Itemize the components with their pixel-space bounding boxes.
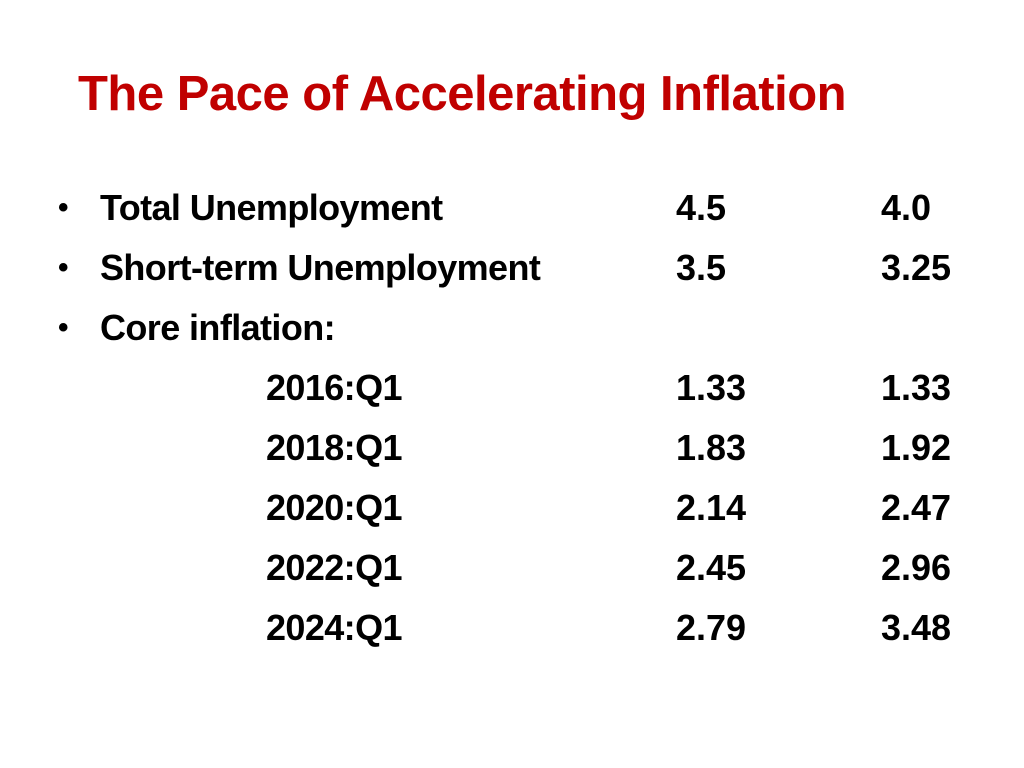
- period-label: 2016:Q1: [266, 367, 403, 408]
- bullet-icon: •: [58, 191, 69, 224]
- slide-title: The Pace of Accelerating Inflation: [78, 67, 847, 121]
- value-column-1: 2.79: [676, 607, 747, 648]
- period-label: 2024:Q1: [266, 607, 403, 648]
- core-inflation-row-2016q1: 2016:Q1 1.33 1.33: [0, 358, 1024, 418]
- row-label: Core inflation:: [100, 307, 336, 348]
- value-column-2: 2.96: [881, 547, 952, 588]
- value-column-1: 4.5: [676, 187, 727, 228]
- value-column-2: 3.48: [881, 607, 952, 648]
- value-column-2: 3.25: [881, 247, 952, 288]
- value-column-1: 1.33: [676, 367, 747, 408]
- list-item-core-inflation: • Core inflation:: [0, 298, 1024, 358]
- value-column-1: 3.5: [676, 247, 727, 288]
- core-inflation-row-2020q1: 2020:Q1 2.14 2.47: [0, 478, 1024, 538]
- row-label: Total Unemployment: [100, 187, 443, 228]
- period-label: 2022:Q1: [266, 547, 403, 588]
- period-label: 2018:Q1: [266, 427, 403, 468]
- value-column-2: 4.0: [881, 187, 932, 228]
- core-inflation-row-2022q1: 2022:Q1 2.45 2.96: [0, 538, 1024, 598]
- value-column-1: 2.14: [676, 487, 747, 528]
- core-inflation-row-2024q1: 2024:Q1 2.79 3.48: [0, 598, 1024, 658]
- value-column-1: 2.45: [676, 547, 747, 588]
- value-column-1: 1.83: [676, 427, 747, 468]
- core-inflation-row-2018q1: 2018:Q1 1.83 1.92: [0, 418, 1024, 478]
- row-label: Short-term Unemployment: [100, 247, 541, 288]
- value-column-2: 2.47: [881, 487, 952, 528]
- value-column-2: 1.92: [881, 427, 952, 468]
- bullet-icon: •: [58, 311, 69, 344]
- value-column-2: 1.33: [881, 367, 952, 408]
- bullet-icon: •: [58, 251, 69, 284]
- list-item-short-term-unemployment: • Short-term Unemployment 3.5 3.25: [0, 238, 1024, 298]
- period-label: 2020:Q1: [266, 487, 403, 528]
- content-list: • Total Unemployment 4.5 4.0 • Short-ter…: [0, 178, 1024, 658]
- list-item-total-unemployment: • Total Unemployment 4.5 4.0: [0, 178, 1024, 238]
